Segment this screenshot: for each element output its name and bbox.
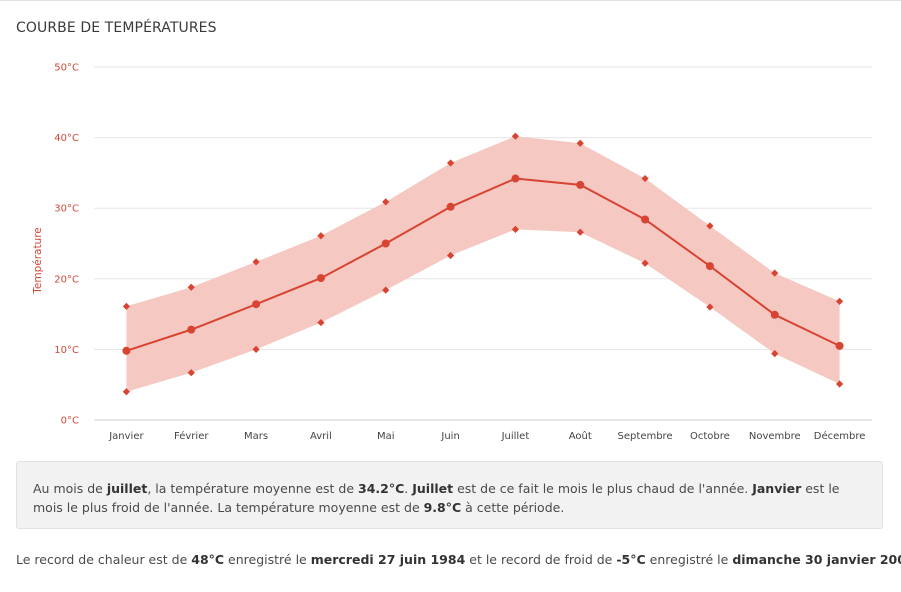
min-point	[835, 380, 844, 388]
summary-text: à cette période.	[461, 500, 565, 515]
min-point	[641, 259, 649, 267]
min-point	[122, 388, 131, 396]
average-point	[705, 262, 714, 271]
cold-record-date: dimanche 30 janvier 2005	[732, 552, 901, 567]
top-divider	[0, 0, 901, 1]
min-point	[382, 286, 390, 294]
average-point	[576, 180, 585, 189]
summary-text: .	[404, 481, 413, 496]
min-point	[576, 228, 584, 236]
y-tick-label: 50°C	[54, 63, 79, 74]
x-tick-label: Novembre	[749, 431, 801, 442]
x-tick-label: Mai	[377, 431, 395, 442]
records-text: Le record de chaleur est de 48°C enregis…	[16, 552, 901, 567]
cold-record-value: -5°C	[616, 552, 646, 567]
records-label: et le record de froid de	[465, 552, 617, 567]
max-point	[446, 159, 455, 167]
x-tick-label: Janvier	[108, 431, 144, 442]
average-point	[835, 341, 844, 350]
x-tick-label: Juillet	[501, 431, 530, 442]
range-band	[126, 136, 840, 392]
summary-box: Au mois de juillet, la température moyen…	[16, 461, 883, 529]
x-tick-label: Mars	[244, 431, 268, 442]
summary-text: Au mois de	[33, 481, 107, 496]
average-point	[122, 346, 131, 355]
average-point	[770, 310, 779, 319]
coldest-month: Janvier	[752, 481, 802, 496]
y-tick-label: 0°C	[61, 416, 79, 427]
average-point	[252, 300, 261, 309]
min-point	[317, 318, 325, 327]
max-point	[122, 302, 131, 310]
y-tick-label: 10°C	[54, 345, 79, 356]
summary-text: est le mois le plus froid de l'année. La…	[33, 481, 840, 515]
records-label: Le record de chaleur est de	[16, 552, 192, 567]
max-point	[641, 174, 649, 183]
x-tick-label: Août	[569, 430, 592, 442]
hottest-month: juillet	[106, 481, 148, 496]
y-tick-label: 40°C	[54, 133, 79, 144]
summary-text: , la température moyenne est de	[147, 481, 359, 496]
max-point	[382, 198, 390, 206]
min-point	[771, 350, 779, 358]
average-point	[446, 202, 455, 211]
max-point	[706, 222, 714, 230]
heat-record-date: mercredi 27 juin 1984	[310, 552, 466, 567]
records-label: enregistré le	[224, 552, 311, 567]
y-tick-label: 20°C	[54, 274, 79, 285]
average-point	[511, 174, 520, 183]
x-tick-label: Décembre	[814, 430, 866, 442]
average-point	[316, 274, 325, 283]
max-point	[317, 232, 325, 240]
average-line	[126, 177, 841, 352]
y-tick-label: 30°C	[54, 204, 79, 215]
x-tick-label: Septembre	[618, 431, 673, 442]
section-title: COURBE DE TEMPÉRATURES	[16, 20, 217, 36]
temperature-chart: 0°C 10°C 20°C 30°C 40°C 50°C Température Janvie…	[32, 63, 872, 442]
x-tick-label: Avril	[310, 431, 332, 442]
x-tick-label: Février	[174, 430, 209, 442]
hottest-average: 34.2°C	[358, 481, 405, 496]
records-label: enregistré le	[645, 552, 733, 567]
average-point	[187, 325, 196, 334]
x-tick-label: Juin	[440, 431, 459, 442]
coldest-average: 9.8°C	[423, 500, 462, 515]
x-tick-label: Octobre	[690, 431, 730, 442]
min-point	[511, 225, 520, 233]
heat-record-value: 48°C	[191, 552, 225, 567]
min-point	[187, 369, 195, 377]
average-point	[641, 215, 650, 224]
max-point	[511, 132, 520, 140]
average-point	[381, 239, 390, 248]
min-point	[252, 345, 260, 353]
hottest-month-name: Juillet	[412, 481, 454, 496]
summary-text: est de ce fait le mois le plus chaud de …	[453, 481, 753, 496]
y-axis-title: Température	[32, 227, 44, 295]
